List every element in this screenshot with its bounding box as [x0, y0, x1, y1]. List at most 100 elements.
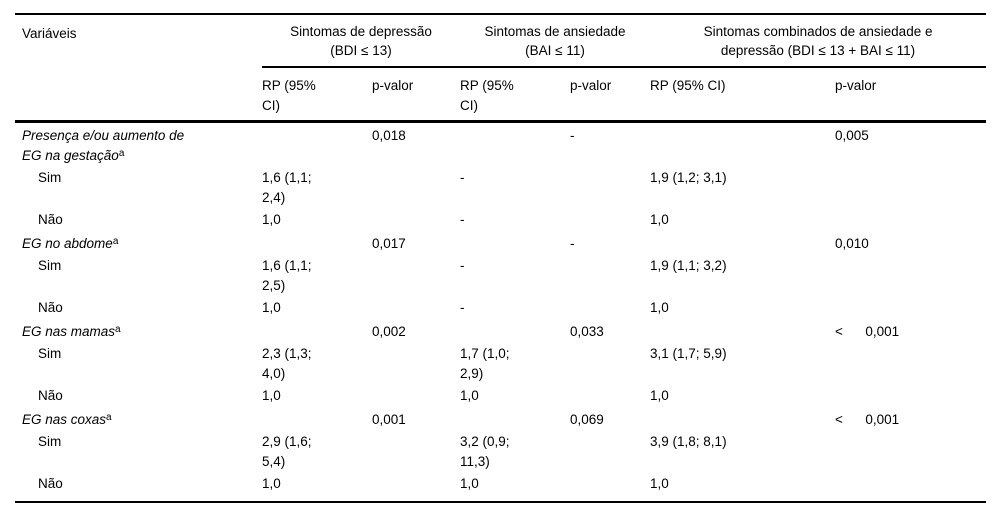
- cell-rp-combined: 3,1 (1,7; 5,9): [650, 346, 727, 361]
- row-label: Sim: [38, 434, 62, 449]
- cell-pvalue-anxiety: [570, 209, 650, 231]
- cell-rp-anxiety: [460, 231, 570, 255]
- cell-pvalue-anxiety: -: [570, 128, 575, 143]
- cell-pvalue-depression: [372, 385, 460, 407]
- cell-rp-depression: 1,0: [262, 212, 281, 227]
- cell-pvalue-depression: [372, 343, 460, 385]
- column-header-rp-combined: RP (95% CI): [650, 67, 836, 123]
- cell-pvalue-anxiety: [570, 297, 650, 319]
- table-row: Sim 2,3 (1,3; 4,0) 1,7 (1,0; 2,9) 3,1 (1…: [15, 343, 986, 385]
- row-label: Sim: [38, 258, 62, 273]
- cell-pvalue-anxiety: 0,033: [570, 324, 604, 339]
- table-header: Variáveis Sintomas de depressão (BDI ≤ 1…: [15, 14, 987, 123]
- cell-rp-depression: 1,0: [262, 388, 281, 403]
- cell-rp-anxiety: [460, 319, 570, 343]
- cell-rp-anxiety: -: [460, 258, 465, 273]
- cell-pvalue-anxiety: [570, 255, 650, 297]
- cell-pvalue-combined: 0,005: [835, 128, 869, 143]
- cell-rp-anxiety: -: [460, 170, 465, 185]
- cell-rp-combined: 1,0: [650, 300, 669, 315]
- cell-pvalue-anxiety: [570, 431, 650, 473]
- cell-rp-depression: [262, 319, 372, 343]
- sub-header-row: RP (95% CI) p-valor RP (95% CI) p-valor …: [15, 67, 987, 123]
- cell-pvalue-depression: 0,001: [372, 412, 406, 427]
- cell-rp-combined: [650, 407, 835, 431]
- cell-pvalue-anxiety: -: [570, 236, 575, 251]
- results-table-container: Variáveis Sintomas de depressão (BDI ≤ 1…: [15, 13, 987, 503]
- cell-rp-depression: 1,6 (1,1; 2,5): [262, 258, 312, 293]
- table-row: EG no abdomea 0,017 - 0,010: [15, 231, 986, 255]
- cell-rp-anxiety: [460, 122, 570, 168]
- column-header-variables: Variáveis: [15, 14, 262, 123]
- cell-rp-combined: 1,9 (1,1; 3,2): [650, 258, 727, 273]
- cell-pvalue-depression: 0,017: [372, 236, 406, 251]
- cell-rp-combined: [650, 231, 835, 255]
- footnote-marker: a: [115, 324, 121, 335]
- table-row: EG nas mamasa 0,002 0,033 < 0,001: [15, 319, 986, 343]
- cell-rp-combined: 3,9 (1,8; 8,1): [650, 434, 727, 449]
- cell-rp-anxiety: 1,0: [460, 388, 479, 403]
- row-label: EG nas mamasa: [22, 324, 121, 339]
- cell-rp-anxiety: 1,0: [460, 476, 479, 491]
- cell-rp-combined: 1,0: [650, 388, 669, 403]
- table-row: Não 1,0 1,0 1,0: [15, 473, 986, 502]
- cell-pvalue-combined: [835, 385, 986, 407]
- cell-rp-depression: [262, 122, 372, 168]
- row-label: Presença e/ou aumento de EG na gestaçãoa: [22, 128, 185, 163]
- column-header-pvalue-depression: p-valor: [372, 67, 460, 123]
- table-row: Sim 1,6 (1,1; 2,5) - 1,9 (1,1; 3,2): [15, 255, 986, 297]
- cell-rp-depression: [262, 407, 372, 431]
- cell-rp-anxiety: -: [460, 300, 465, 315]
- footnote-marker: a: [118, 148, 125, 159]
- table-row: Não 1,0 1,0 1,0: [15, 385, 986, 407]
- table-body: Presença e/ou aumento de EG na gestaçãoa…: [15, 122, 986, 503]
- cell-pvalue-depression: [372, 473, 460, 502]
- cell-rp-anxiety: 3,2 (0,9; 11,3): [460, 434, 510, 469]
- cell-pvalue-combined: [835, 255, 986, 297]
- cell-pvalue-combined: < 0,001: [835, 324, 900, 339]
- cell-rp-combined: 1,0: [650, 212, 669, 227]
- cell-rp-combined: 1,0: [650, 476, 669, 491]
- cell-rp-depression: 2,3 (1,3; 4,0): [262, 346, 312, 381]
- cell-pvalue-combined: [835, 473, 986, 502]
- row-label: Não: [38, 476, 63, 491]
- table-row: Presença e/ou aumento de EG na gestaçãoa…: [15, 122, 986, 168]
- group-header-row: Variáveis Sintomas de depressão (BDI ≤ 1…: [15, 14, 987, 123]
- cell-pvalue-combined: [835, 167, 986, 209]
- cell-rp-combined: [650, 319, 835, 343]
- table-row: Sim 1,6 (1,1; 2,4) - 1,9 (1,2; 3,1): [15, 167, 986, 209]
- group-header-depression: Sintomas de depressão (BDI ≤ 13): [262, 14, 460, 68]
- table-row: Não 1,0 - 1,0: [15, 209, 986, 231]
- cell-rp-anxiety: -: [460, 212, 465, 227]
- column-header-pvalue-combined: p-valor: [835, 67, 987, 123]
- cell-pvalue-anxiety: [570, 167, 650, 209]
- cell-pvalue-depression: [372, 167, 460, 209]
- row-label: Sim: [38, 170, 62, 185]
- cell-pvalue-anxiety: [570, 473, 650, 502]
- cell-rp-depression: 1,0: [262, 476, 281, 491]
- cell-rp-anxiety: [460, 407, 570, 431]
- footnote-marker: a: [106, 412, 112, 423]
- row-label: Não: [38, 300, 63, 315]
- results-table: Variáveis Sintomas de depressão (BDI ≤ 1…: [15, 13, 987, 503]
- cell-pvalue-depression: [372, 297, 460, 319]
- row-label: EG nas coxasa: [22, 412, 112, 427]
- row-label: EG no abdomea: [22, 236, 119, 251]
- cell-rp-anxiety: 1,7 (1,0; 2,9): [460, 346, 510, 381]
- cell-pvalue-combined: [835, 343, 986, 385]
- column-header-pvalue-anxiety: p-valor: [570, 67, 651, 123]
- cell-pvalue-combined: < 0,001: [835, 412, 900, 427]
- row-label: Sim: [38, 346, 62, 361]
- cell-pvalue-anxiety: [570, 343, 650, 385]
- table-row: Sim 2,9 (1,6; 5,4) 3,2 (0,9; 11,3) 3,9 (…: [15, 431, 986, 473]
- column-header-rp-depression: RP (95% CI): [262, 67, 372, 123]
- cell-pvalue-depression: 0,002: [372, 324, 406, 339]
- table-row: EG nas coxasa 0,001 0,069 < 0,001: [15, 407, 986, 431]
- cell-rp-depression: 2,9 (1,6; 5,4): [262, 434, 312, 469]
- cell-rp-depression: 1,6 (1,1; 2,4): [262, 170, 312, 205]
- cell-pvalue-depression: [372, 209, 460, 231]
- cell-pvalue-combined: 0,010: [835, 236, 869, 251]
- cell-rp-depression: 1,0: [262, 300, 281, 315]
- column-header-rp-anxiety: RP (95% CI): [460, 67, 570, 123]
- table-row: Não 1,0 - 1,0: [15, 297, 986, 319]
